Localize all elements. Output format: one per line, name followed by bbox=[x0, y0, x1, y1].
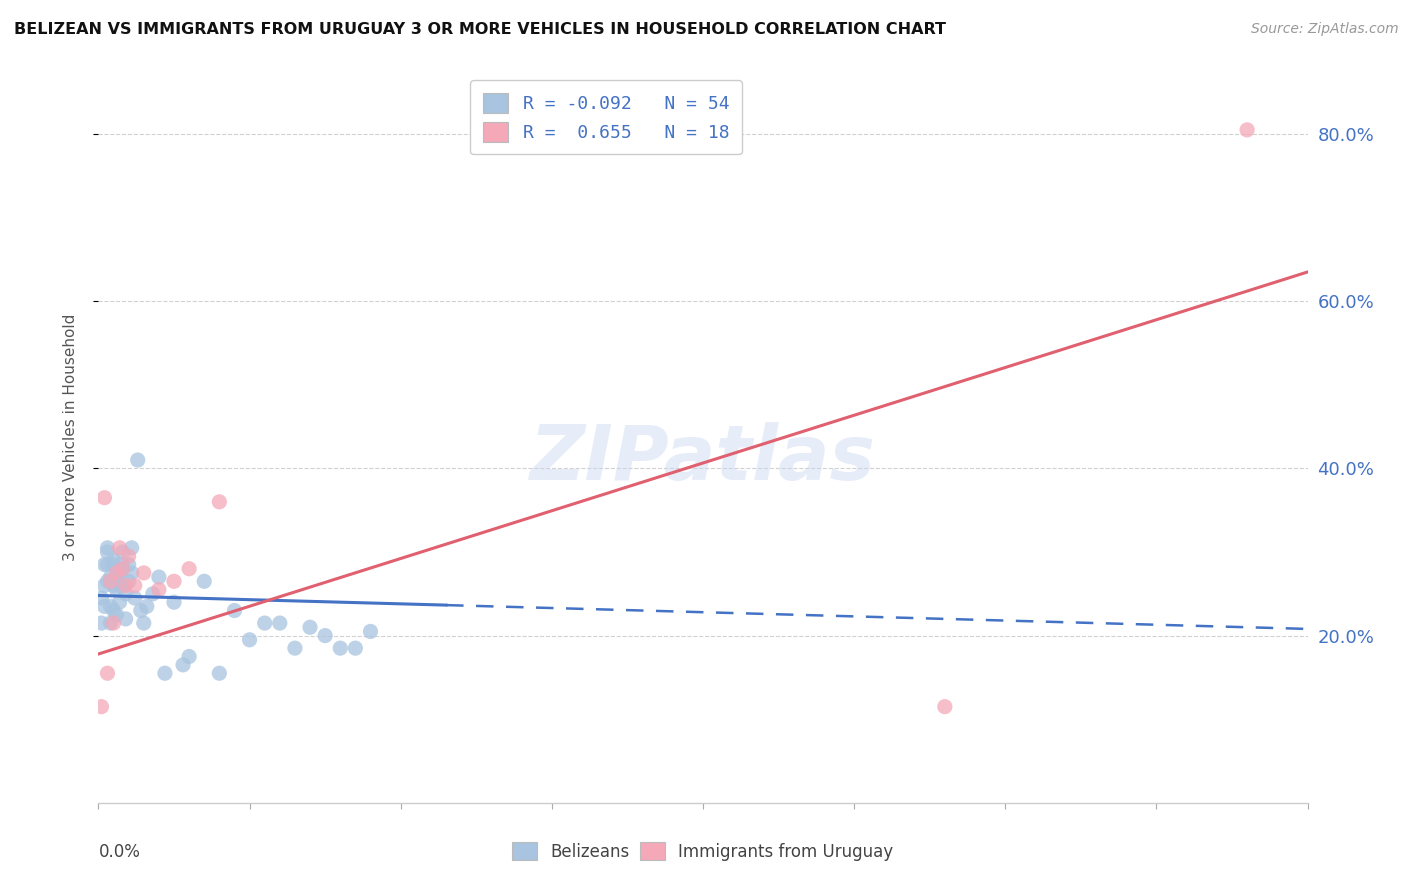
Point bbox=[148, 570, 170, 584]
Point bbox=[208, 666, 231, 681]
Point bbox=[103, 603, 125, 617]
Point bbox=[124, 578, 146, 592]
Point bbox=[284, 641, 307, 656]
Point bbox=[314, 629, 336, 643]
Point bbox=[329, 641, 352, 656]
Point bbox=[253, 616, 276, 631]
Point bbox=[135, 599, 157, 614]
Point bbox=[111, 545, 134, 559]
Point bbox=[114, 612, 136, 626]
Point bbox=[148, 582, 170, 597]
Point bbox=[269, 616, 291, 631]
Text: Source: ZipAtlas.com: Source: ZipAtlas.com bbox=[1251, 22, 1399, 37]
Point bbox=[124, 591, 146, 605]
Point bbox=[96, 574, 118, 589]
Text: BELIZEAN VS IMMIGRANTS FROM URUGUAY 3 OR MORE VEHICLES IN HOUSEHOLD CORRELATION : BELIZEAN VS IMMIGRANTS FROM URUGUAY 3 OR… bbox=[14, 22, 946, 37]
Point bbox=[93, 578, 115, 592]
Point bbox=[100, 599, 122, 614]
Point bbox=[344, 641, 367, 656]
Point bbox=[93, 558, 115, 572]
Point bbox=[118, 549, 141, 564]
Point bbox=[93, 599, 115, 614]
Point bbox=[96, 666, 118, 681]
Point bbox=[111, 578, 134, 592]
Point bbox=[111, 558, 134, 572]
Point bbox=[179, 649, 201, 664]
Point bbox=[121, 541, 143, 555]
Point bbox=[1236, 123, 1258, 137]
Point bbox=[96, 558, 118, 572]
Point bbox=[100, 570, 122, 584]
Point bbox=[103, 553, 125, 567]
Point bbox=[163, 595, 186, 609]
Point bbox=[118, 574, 141, 589]
Point bbox=[90, 699, 112, 714]
Legend: Belizeans, Immigrants from Uruguay: Belizeans, Immigrants from Uruguay bbox=[506, 836, 900, 868]
Point bbox=[103, 616, 125, 631]
Point bbox=[93, 491, 115, 505]
Point bbox=[153, 666, 176, 681]
Point bbox=[103, 578, 125, 592]
Point bbox=[103, 558, 125, 572]
Point bbox=[121, 566, 143, 580]
Point bbox=[105, 570, 128, 584]
Point bbox=[299, 620, 322, 634]
Point bbox=[96, 545, 118, 559]
Point bbox=[129, 603, 152, 617]
Point bbox=[127, 453, 149, 467]
Point bbox=[360, 624, 382, 639]
Point bbox=[114, 587, 136, 601]
Point bbox=[193, 574, 215, 589]
Point bbox=[108, 578, 131, 592]
Point bbox=[142, 587, 165, 601]
Point bbox=[111, 562, 134, 576]
Point bbox=[118, 558, 141, 572]
Point bbox=[163, 574, 186, 589]
Point bbox=[114, 578, 136, 592]
Point bbox=[224, 603, 246, 617]
Point bbox=[239, 632, 262, 647]
Point bbox=[934, 699, 956, 714]
Point bbox=[96, 541, 118, 555]
Point bbox=[108, 595, 131, 609]
Text: 0.0%: 0.0% bbox=[98, 843, 141, 861]
Point bbox=[105, 566, 128, 580]
Point bbox=[108, 566, 131, 580]
Y-axis label: 3 or more Vehicles in Household: 3 or more Vehicles in Household bbox=[63, 313, 77, 561]
Point bbox=[132, 566, 155, 580]
Point bbox=[90, 616, 112, 631]
Point bbox=[208, 495, 231, 509]
Point bbox=[105, 582, 128, 597]
Point bbox=[90, 591, 112, 605]
Point bbox=[179, 562, 201, 576]
Point bbox=[105, 607, 128, 622]
Point bbox=[132, 616, 155, 631]
Point bbox=[172, 657, 194, 672]
Point bbox=[100, 616, 122, 631]
Point bbox=[108, 541, 131, 555]
Point bbox=[100, 574, 122, 589]
Text: ZIPatlas: ZIPatlas bbox=[530, 422, 876, 496]
